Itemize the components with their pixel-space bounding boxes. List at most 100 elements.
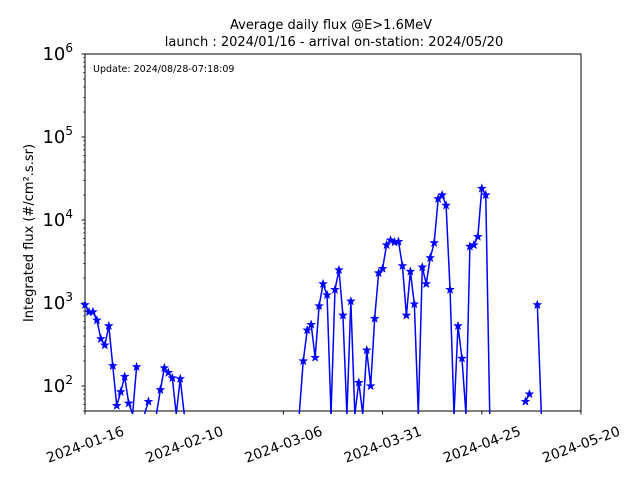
data-marks bbox=[80, 183, 543, 415]
x-tick-label: 2024-01-16 bbox=[44, 424, 126, 467]
data-point bbox=[405, 266, 416, 276]
y-tick-base: 10 bbox=[42, 210, 65, 231]
update-annotation: Update: 2024/08/28-07:18:09 bbox=[93, 64, 234, 75]
data-point bbox=[306, 319, 316, 329]
series-line-segment bbox=[131, 366, 138, 415]
series-line-segment bbox=[112, 365, 118, 406]
series-line-segment bbox=[365, 350, 372, 387]
chart-title: Average daily flux @E>1.6MeV bbox=[230, 18, 432, 33]
data-point bbox=[361, 345, 372, 355]
series-line-segment bbox=[457, 325, 463, 359]
data-point bbox=[143, 396, 154, 406]
data-point bbox=[453, 320, 463, 330]
y-tick-exponent: 2 bbox=[65, 373, 73, 387]
x-tick-label: 2024-03-06 bbox=[243, 424, 325, 467]
series-line-segment bbox=[159, 367, 166, 390]
data-point bbox=[155, 384, 166, 394]
data-point bbox=[100, 340, 110, 350]
data-point bbox=[397, 260, 408, 270]
data-point bbox=[88, 306, 98, 317]
series-line-segment bbox=[397, 241, 404, 267]
series-line-segment bbox=[477, 188, 483, 237]
data-point bbox=[302, 325, 313, 335]
series-line-segment bbox=[175, 378, 181, 415]
series-line-segment bbox=[536, 304, 543, 415]
data-point bbox=[310, 352, 320, 362]
data-point bbox=[314, 300, 324, 311]
data-point bbox=[330, 284, 340, 294]
data-point bbox=[393, 236, 404, 246]
y-tick-exponent: 4 bbox=[65, 207, 73, 221]
data-point bbox=[476, 183, 487, 193]
series-line-segment bbox=[298, 360, 304, 415]
data-point bbox=[322, 289, 332, 300]
data-point bbox=[409, 299, 420, 309]
data-point bbox=[469, 239, 479, 250]
plot-frame bbox=[84, 53, 582, 412]
data-point bbox=[377, 263, 388, 273]
series-line-segment bbox=[449, 289, 455, 415]
x-tick-label: 2024-05-20 bbox=[540, 424, 622, 467]
series-line-segment bbox=[310, 324, 316, 358]
data-point bbox=[524, 389, 535, 399]
data-point bbox=[401, 310, 412, 320]
series-line-segment bbox=[350, 301, 356, 415]
series-line-segment bbox=[373, 272, 380, 319]
data-point bbox=[385, 235, 396, 245]
data-point bbox=[115, 386, 126, 396]
series-line-segment bbox=[108, 325, 114, 366]
data-point bbox=[96, 333, 106, 343]
x-tick-label: 2024-04-25 bbox=[441, 424, 523, 467]
x-tick-label: 2024-03-31 bbox=[342, 424, 424, 467]
series-line-segment bbox=[123, 376, 130, 404]
series-line-segment bbox=[425, 257, 431, 284]
data-point bbox=[369, 313, 380, 323]
series-line-segment bbox=[346, 301, 352, 415]
data-point bbox=[520, 396, 531, 406]
data-point bbox=[107, 360, 118, 370]
data-point bbox=[318, 278, 328, 288]
data-point bbox=[381, 239, 392, 250]
data-point bbox=[473, 231, 483, 241]
y-tick-label: 105 bbox=[42, 124, 73, 148]
data-point bbox=[353, 377, 364, 387]
series-line-segment bbox=[171, 377, 178, 415]
data-point bbox=[123, 398, 134, 408]
y-axis-label: Integrated flux (#/cm².s.sr) bbox=[22, 144, 37, 322]
y-tick-label: 104 bbox=[42, 207, 73, 231]
y-tick-base: 10 bbox=[42, 376, 65, 397]
series-line-segment bbox=[461, 358, 467, 415]
data-point bbox=[346, 296, 356, 306]
data-point bbox=[159, 362, 170, 373]
data-point bbox=[421, 278, 432, 288]
data-point bbox=[103, 320, 114, 330]
data-point bbox=[365, 380, 376, 391]
data-point bbox=[425, 252, 436, 262]
data-point bbox=[445, 284, 455, 294]
data-point bbox=[131, 361, 142, 371]
y-tick-exponent: 3 bbox=[65, 290, 73, 304]
series-line-segment bbox=[433, 198, 439, 243]
y-tick-label: 102 bbox=[42, 373, 73, 397]
data-point bbox=[167, 372, 178, 383]
data-point bbox=[92, 315, 102, 325]
series-line-segment bbox=[358, 382, 364, 415]
y-tick-exponent: 5 bbox=[65, 124, 73, 138]
data-point bbox=[334, 264, 344, 275]
series-line-segment bbox=[401, 265, 408, 316]
series-line-segment bbox=[369, 318, 376, 387]
data-point bbox=[532, 299, 543, 309]
data-point bbox=[429, 237, 439, 247]
data-point bbox=[111, 400, 122, 410]
y-tick-base: 10 bbox=[42, 44, 65, 65]
series-line-segment bbox=[445, 205, 451, 290]
series-line-segment bbox=[413, 304, 420, 415]
series-line-segment bbox=[381, 244, 388, 269]
series-line-segment bbox=[318, 283, 324, 307]
series-line-segment bbox=[465, 246, 471, 415]
data-point bbox=[437, 189, 447, 200]
series-line-segment bbox=[342, 315, 348, 415]
y-tick-label: 106 bbox=[42, 41, 73, 65]
